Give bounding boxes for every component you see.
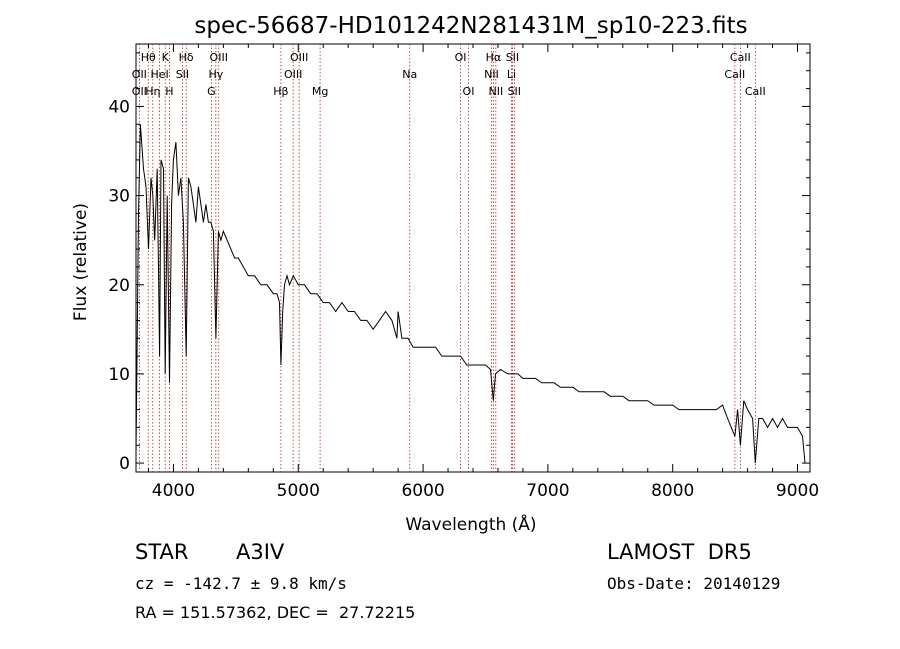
spectral-line-label: OIII xyxy=(210,51,228,64)
x-axis: 4000 5000 6000 7000 8000 9000 xyxy=(147,44,819,501)
spectral-line-label: Na xyxy=(402,68,417,81)
obs-date-text: Obs-Date: 20140129 xyxy=(607,574,781,593)
y-tick-label: 30 xyxy=(108,187,130,207)
spectral-line-label: OII xyxy=(132,85,147,98)
x-axis-label: Wavelength (Å) xyxy=(405,513,536,535)
y-tick-label: 10 xyxy=(108,365,130,385)
coordinates-text: RA = 151.57362, DEC = 27.72215 xyxy=(135,603,416,622)
spectral-line-label: CaII xyxy=(730,51,751,64)
spectral-line-label: G xyxy=(207,85,216,98)
y-tick-label: 20 xyxy=(108,276,130,296)
x-tick-label: 6000 xyxy=(401,481,444,501)
spectral-line-label: Hβ xyxy=(273,85,288,98)
redshift-text: cz = -142.7 ± 9.8 km/s xyxy=(135,574,347,593)
x-tick-label: 8000 xyxy=(651,481,694,501)
spectral-line-label: OIII xyxy=(290,51,308,64)
spectral-line-label: OI xyxy=(463,85,475,98)
object-class: STAR xyxy=(135,540,189,564)
spectral-line-label: H xyxy=(165,85,173,98)
x-tick-label: 5000 xyxy=(277,481,320,501)
x-tick-label: 4000 xyxy=(152,481,195,501)
spectral-line-label: Hδ xyxy=(179,51,194,64)
spectral-line-label: SII xyxy=(508,85,521,98)
spectral-line-label: Li xyxy=(507,68,516,81)
spectral-line-markers xyxy=(138,44,756,472)
spectral-line-label: OI xyxy=(455,51,467,64)
y-axis-label: Flux (relative) xyxy=(71,203,91,321)
spectral-line-label: HeI xyxy=(150,68,168,81)
spectral-line-label: Mg xyxy=(312,85,328,98)
spectral-line-label: CaII xyxy=(724,68,745,81)
spectral-line-label: Hη xyxy=(145,85,160,98)
spectrum-line xyxy=(135,124,806,464)
y-axis: 0 10 20 30 40 xyxy=(108,52,810,474)
spectral-line-label: OII xyxy=(132,68,147,81)
y-tick-label: 40 xyxy=(108,97,130,117)
spectral-line-label: Hα xyxy=(486,51,502,64)
object-subclass: A3IV xyxy=(236,540,285,564)
chart-title: spec-56687-HD101242N281431M_sp10-223.fit… xyxy=(194,13,747,39)
spectral-line-label: OIII xyxy=(284,68,302,81)
spectral-line-label: NII xyxy=(484,68,499,81)
y-tick-label: 0 xyxy=(119,454,130,474)
spectral-line-label: K xyxy=(162,51,170,64)
x-tick-label: 9000 xyxy=(776,481,819,501)
survey-label: LAMOST DR5 xyxy=(607,540,752,564)
spectral-line-label: NII xyxy=(488,85,503,98)
spectral-line-label: Hγ xyxy=(208,68,223,81)
x-tick-label: 7000 xyxy=(526,481,569,501)
spectral-line-label: SII xyxy=(176,68,189,81)
spectral-line-labels: Hθ K Hδ OIII OIII OI Hα SII CaII OII HeI SII Hγ OIII N… xyxy=(132,51,766,98)
spectral-line-label: Hθ xyxy=(141,51,156,64)
spectral-line-label: CaII xyxy=(745,85,766,98)
spectral-line-label: SII xyxy=(506,51,519,64)
